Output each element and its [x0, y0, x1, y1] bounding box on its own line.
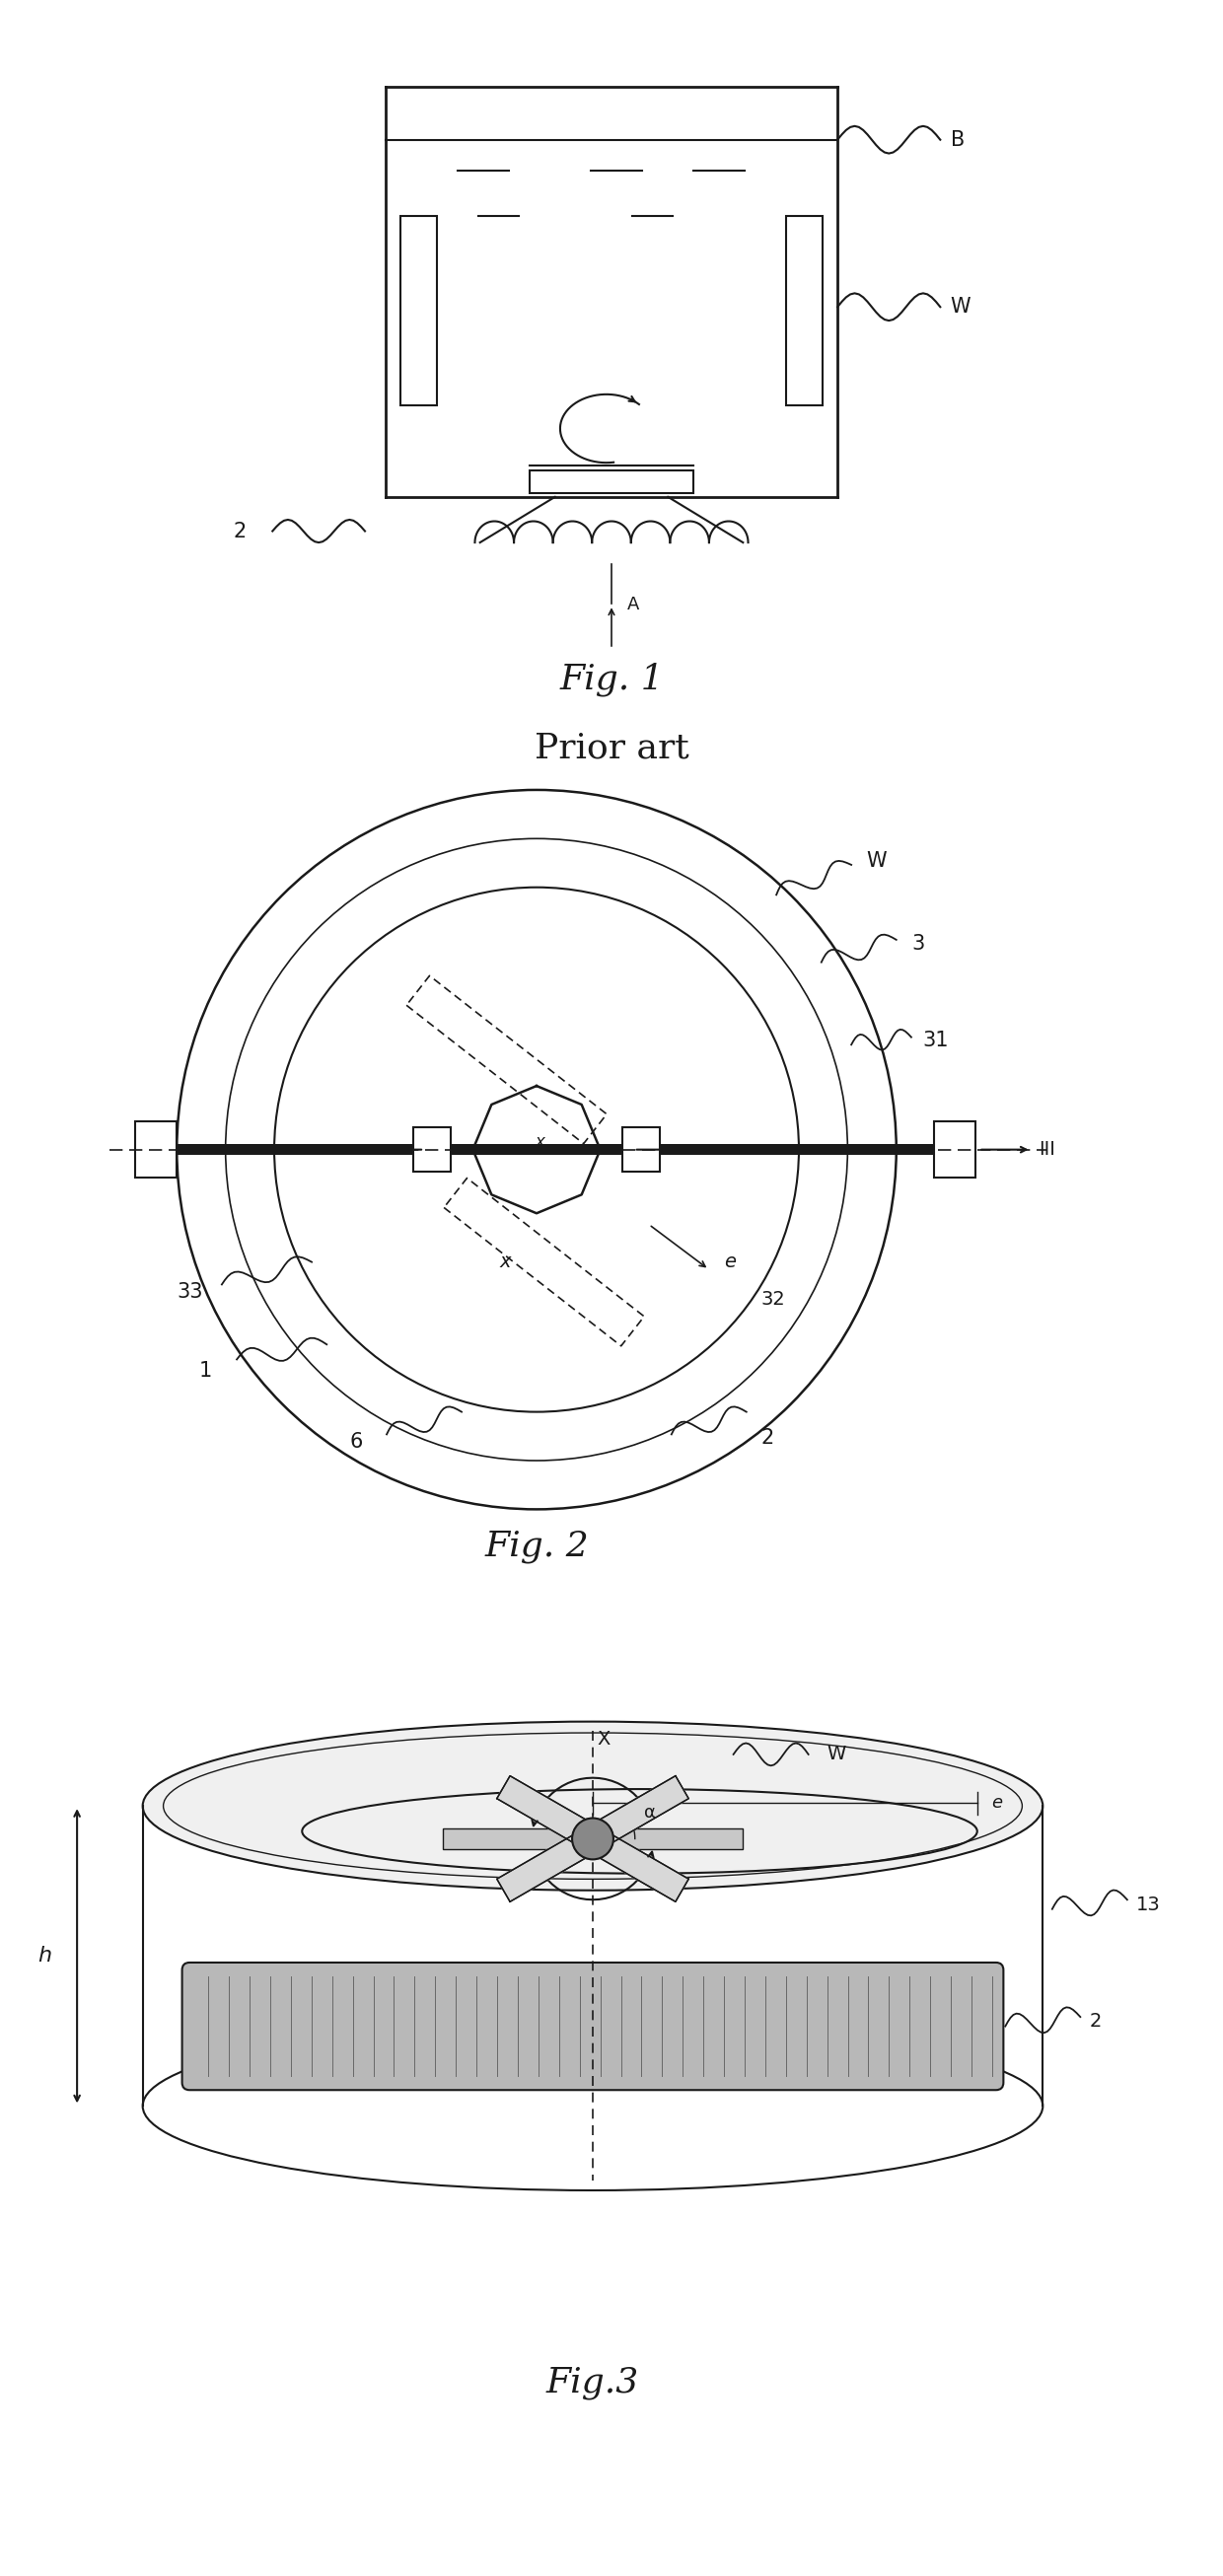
Text: X: X [597, 1731, 610, 1749]
Text: III: III [1038, 1141, 1055, 1159]
Text: Fig.3: Fig.3 [547, 2365, 640, 2398]
Text: 1: 1 [199, 1360, 213, 1381]
Bar [413, 1128, 450, 1172]
Circle shape [572, 1819, 614, 1860]
Bar [623, 1128, 660, 1172]
Text: e: e [992, 1795, 1002, 1811]
Bar [443, 1829, 742, 1850]
Text: 31: 31 [922, 1030, 949, 1051]
Text: e: e [724, 1252, 736, 1273]
Text: 2: 2 [762, 1427, 774, 1448]
Text: x: x [499, 1252, 510, 1273]
Text: Fig. 2: Fig. 2 [484, 1530, 588, 1564]
Text: Prior art: Prior art [534, 732, 689, 765]
FancyBboxPatch shape [182, 1963, 1003, 2089]
Polygon shape [497, 1775, 689, 1901]
Bar [786, 216, 822, 404]
Text: 32: 32 [762, 1291, 786, 1309]
Ellipse shape [143, 1721, 1043, 1891]
Bar [401, 216, 437, 404]
Bar [933, 1121, 975, 1177]
Text: 6: 6 [350, 1432, 362, 1453]
Ellipse shape [164, 1734, 1022, 1878]
Text: B: B [950, 129, 965, 149]
Text: 2: 2 [1090, 2012, 1102, 2030]
Text: α: α [645, 1803, 656, 1821]
Polygon shape [497, 1775, 689, 1901]
Text: h: h [37, 1945, 51, 1965]
Ellipse shape [143, 2022, 1043, 2190]
Text: x: x [536, 1133, 545, 1151]
Text: W: W [866, 850, 887, 871]
Polygon shape [497, 1775, 689, 1901]
Bar [530, 471, 693, 492]
Text: W: W [950, 296, 971, 317]
Text: 2: 2 [234, 520, 247, 541]
Bar [139, 1144, 971, 1154]
Bar [136, 1121, 177, 1177]
Text: W: W [827, 1744, 846, 1765]
Text: Fig. 1: Fig. 1 [559, 662, 664, 696]
Polygon shape [497, 1775, 689, 1901]
Text: 33: 33 [177, 1283, 203, 1301]
Text: 3: 3 [911, 933, 925, 953]
Text: A: A [627, 595, 640, 613]
Text: 13: 13 [1136, 1896, 1161, 1914]
